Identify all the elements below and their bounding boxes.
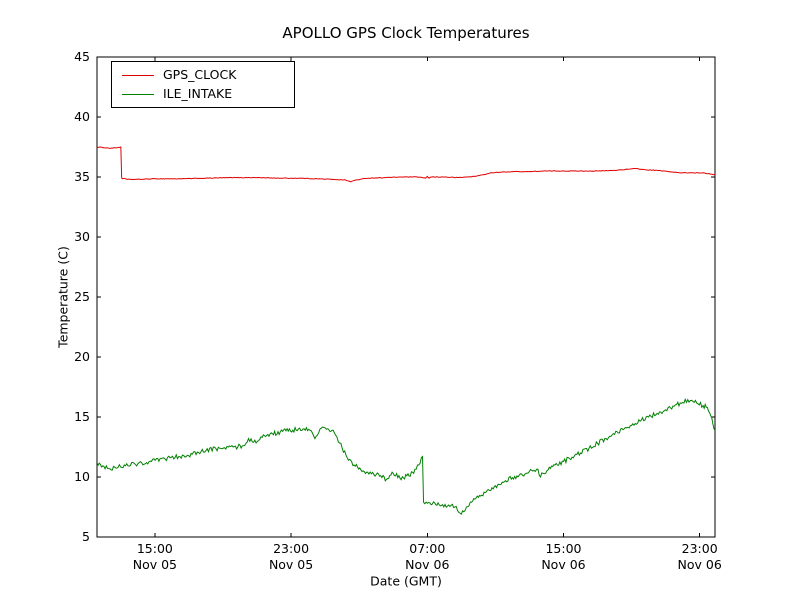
y-tick-label: 25: [74, 289, 90, 304]
chart-title: APOLLO GPS Clock Temperatures: [282, 24, 530, 42]
series-line-gps_clock: [97, 146, 715, 183]
legend-item-gps-clock: GPS_CLOCK: [122, 68, 284, 82]
x-tick-label-time: 23:00: [273, 541, 309, 556]
legend-line-sample-ile-intake: [122, 93, 154, 95]
x-tick-label-date: Nov 06: [678, 557, 722, 572]
y-tick-label: 35: [74, 169, 90, 184]
axes-box: [96, 56, 716, 538]
legend-label-gps-clock: GPS_CLOCK: [163, 67, 237, 82]
y-tick-label: 30: [74, 229, 90, 244]
y-tick-label: 20: [74, 349, 90, 364]
x-tick-label-time: 07:00: [409, 541, 445, 556]
legend: GPS_CLOCK ILE_INTAKE: [111, 61, 295, 108]
y-tick-label: 45: [74, 49, 90, 64]
y-tick-label: 40: [74, 109, 90, 124]
x-tick-label-time: 15:00: [137, 541, 173, 556]
x-tick-label-time: 15:00: [545, 541, 581, 556]
legend-label-ile-intake: ILE_INTAKE: [163, 86, 233, 101]
x-tick-label-date: Nov 05: [269, 557, 313, 572]
legend-line-sample-gps-clock: [122, 74, 154, 76]
x-tick-label-time: 23:00: [682, 541, 718, 556]
series-line-ile_intake: [97, 397, 715, 516]
y-tick-label: 15: [74, 409, 90, 424]
x-tick-label-date: Nov 06: [405, 557, 449, 572]
y-tick-label: 5: [82, 529, 90, 544]
x-tick-label-date: Nov 05: [133, 557, 177, 572]
legend-item-ile-intake: ILE_INTAKE: [122, 87, 284, 101]
x-tick-label-date: Nov 06: [541, 557, 585, 572]
x-axis-label: Date (GMT): [370, 573, 442, 589]
y-tick-label: 10: [74, 469, 90, 484]
y-axis-label: Temperature (C): [55, 246, 71, 348]
